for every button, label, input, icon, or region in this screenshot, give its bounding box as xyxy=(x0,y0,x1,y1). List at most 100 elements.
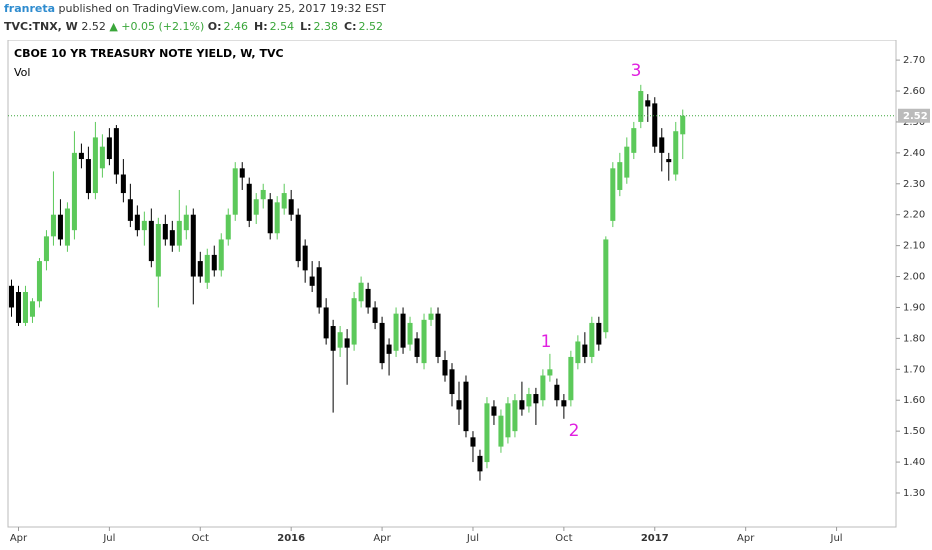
candle-body xyxy=(673,131,679,175)
x-tick-label: Apr xyxy=(737,533,755,544)
candle-body xyxy=(15,292,22,323)
x-tick-label: 2016 xyxy=(277,533,305,544)
y-tick-label: 1.60 xyxy=(903,395,925,406)
candle-body xyxy=(106,137,112,160)
x-tick-label: 2017 xyxy=(641,533,669,544)
x-tick-label: Jul xyxy=(102,533,115,544)
y-tick-label: 1.90 xyxy=(903,302,925,313)
candle-body xyxy=(64,208,70,246)
ohlc: O: 2.46 H: 2.54 L: 2.38 C: 2.52 xyxy=(208,20,389,33)
candle-body xyxy=(232,168,238,215)
annotation: 1 xyxy=(541,332,552,352)
plot-frame xyxy=(7,40,897,528)
y-tick-label: 1.80 xyxy=(903,333,925,344)
candle-body xyxy=(99,146,105,169)
y-tick-label: 1.50 xyxy=(903,426,925,437)
candle-body xyxy=(351,298,357,345)
candle-body xyxy=(568,356,574,401)
arrow: ▲ xyxy=(109,20,118,33)
candle-body xyxy=(575,341,581,364)
candle-body xyxy=(211,254,217,271)
x-tick-label: Apr xyxy=(373,533,391,544)
candle-body xyxy=(463,381,469,432)
ohlc-label: H: xyxy=(254,20,268,33)
candle-body xyxy=(561,400,567,407)
candle-body xyxy=(449,369,455,395)
candle-body xyxy=(295,214,301,262)
candle-body xyxy=(43,236,49,262)
candle-body xyxy=(218,239,224,271)
x-tick-label: Jul xyxy=(830,533,843,544)
candle-body xyxy=(85,159,91,194)
candle-body xyxy=(428,313,434,320)
author[interactable]: franreta xyxy=(4,2,56,15)
symbol: TVC:TNX, W xyxy=(4,20,78,33)
candle-body xyxy=(484,403,490,463)
last-price-box xyxy=(898,108,930,123)
candle-body xyxy=(253,199,259,215)
candle-body xyxy=(435,313,441,357)
candle-body xyxy=(554,384,560,401)
candle-body xyxy=(596,322,602,345)
candle-body xyxy=(183,214,189,231)
candle-body xyxy=(365,288,371,308)
ohlc-value: 2.38 xyxy=(313,20,339,33)
candle-body xyxy=(680,115,686,135)
candle-body xyxy=(407,322,413,345)
change: +0.05 (+2.1%) xyxy=(121,20,205,33)
candle-body xyxy=(309,276,315,286)
candle-body xyxy=(358,282,364,302)
candle-body xyxy=(372,307,378,323)
y-tick-label: 1.70 xyxy=(903,364,925,375)
candle-body xyxy=(78,152,84,160)
candle-body xyxy=(645,100,651,107)
candle-body xyxy=(239,168,245,178)
candle-body xyxy=(491,406,497,416)
candle-body xyxy=(267,199,273,234)
candle-body xyxy=(141,220,147,231)
candle-body xyxy=(330,326,336,351)
ohlc-label: C: xyxy=(344,20,357,33)
candle-body xyxy=(533,394,539,404)
x-tick-label: Apr xyxy=(10,533,28,544)
candle-body xyxy=(631,128,637,153)
candle-body xyxy=(302,245,308,271)
candle-body xyxy=(50,214,56,237)
candle-body xyxy=(512,400,518,432)
candle-body xyxy=(344,338,350,348)
y-tick-label: 1.40 xyxy=(903,457,925,468)
y-tick-label: 2.00 xyxy=(903,272,925,283)
candle-body xyxy=(246,183,252,221)
candle-body xyxy=(113,128,119,175)
candle-body xyxy=(281,193,287,209)
y-tick-label: 2.40 xyxy=(903,148,925,159)
annotation: 3 xyxy=(631,61,642,81)
ohlc-label: O: xyxy=(207,20,222,33)
candle-body xyxy=(610,168,616,221)
published: published on TradingView.com, January 25… xyxy=(58,2,386,15)
candle-body xyxy=(498,415,504,447)
x-tick-label: Jul xyxy=(466,533,479,544)
candle-body xyxy=(225,214,231,240)
candle-body xyxy=(8,285,15,308)
y-tick-label: 2.70 xyxy=(903,55,925,66)
candle-body xyxy=(624,146,630,178)
candle-body xyxy=(337,332,343,348)
candle-body xyxy=(519,400,525,410)
candle-body xyxy=(29,301,35,317)
candle-body xyxy=(540,375,546,401)
candle-body xyxy=(386,344,392,354)
candle-body xyxy=(120,174,126,194)
candle-body xyxy=(477,455,483,472)
candle-body xyxy=(526,394,532,407)
candle-body xyxy=(400,313,406,348)
candle-body xyxy=(260,189,266,200)
y-tick-label: 2.20 xyxy=(903,210,925,221)
quote-line: TVC:TNX, W 2.52 ▲ +0.05 (+2.1%) O: 2.46 H:… xyxy=(0,18,932,36)
chart: CBOE 10 YR TREASURY NOTE YIELD, W, TVC V… xyxy=(7,40,930,544)
y-tick-label: 2.60 xyxy=(903,86,925,97)
candle-body xyxy=(22,292,28,323)
candle-body xyxy=(589,322,595,357)
candle-body xyxy=(638,91,644,122)
